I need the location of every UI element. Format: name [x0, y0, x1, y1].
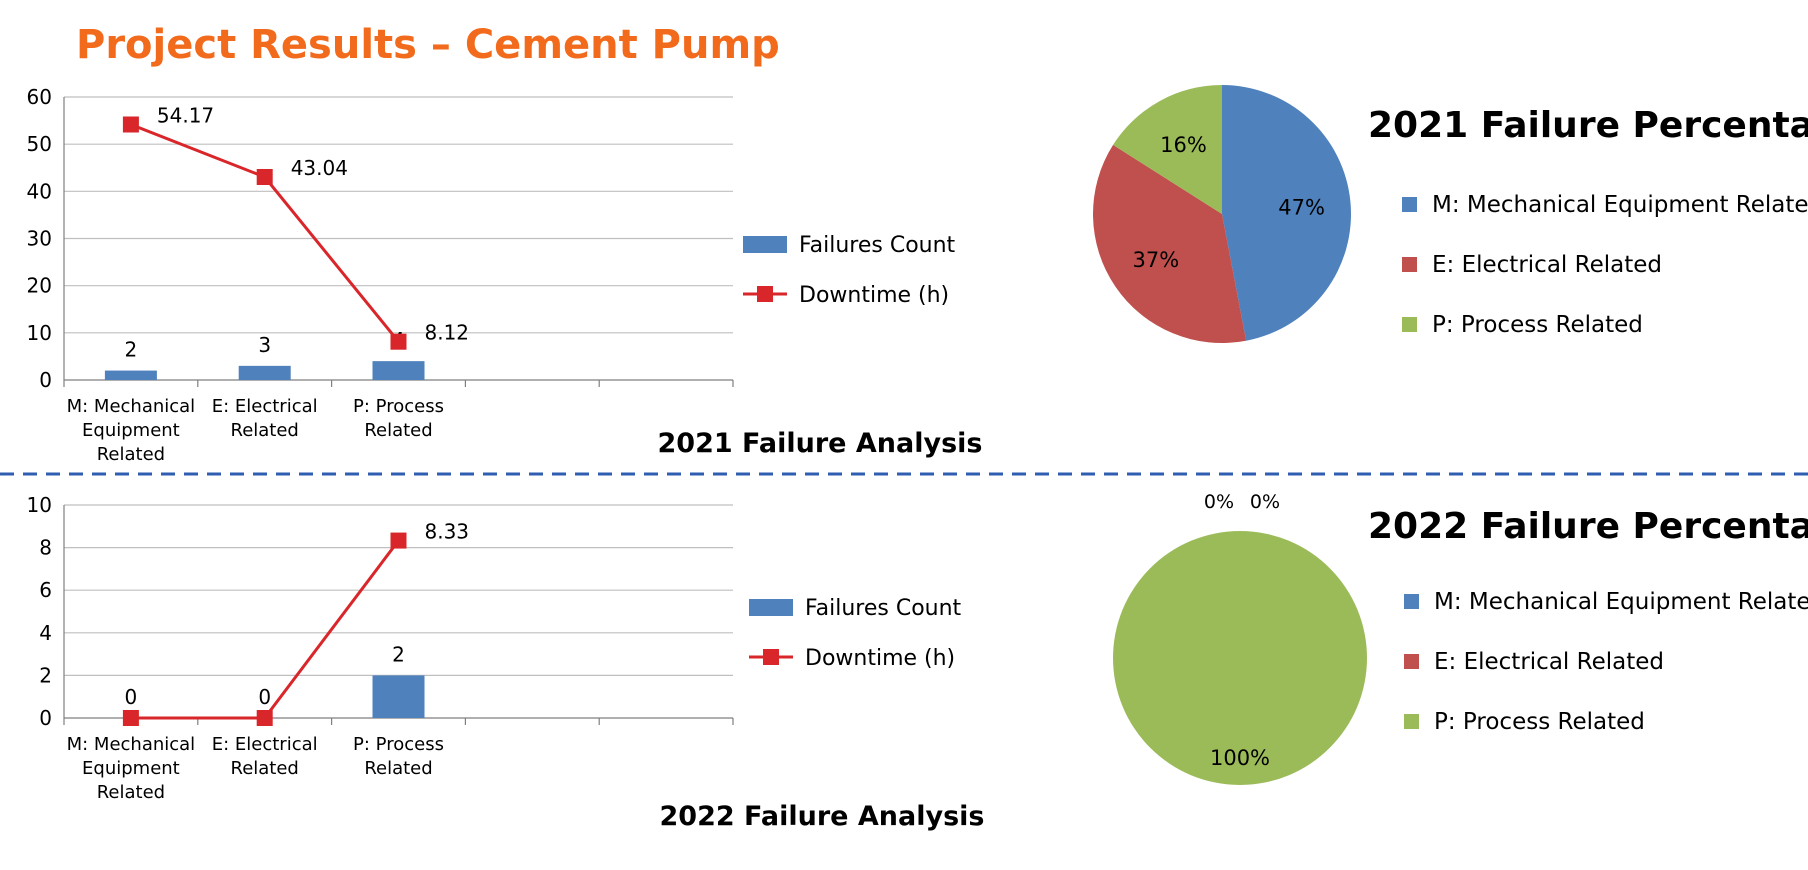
- x-category-label: E: Electrical: [212, 734, 318, 755]
- legend-label: P: Process Related: [1434, 709, 1645, 735]
- x-category-label: E: Electrical: [212, 396, 318, 417]
- y-tick-label: 0: [39, 706, 52, 730]
- legend-swatch: [1404, 654, 1419, 669]
- pie-slice-label: 0%: [1250, 491, 1280, 513]
- bar-data-label: 2: [392, 642, 405, 666]
- legend-label: E: Electrical Related: [1434, 649, 1664, 675]
- legend-label: P: Process Related: [1432, 312, 1643, 338]
- line-data-label: 8.12: [425, 321, 470, 345]
- x-category-label: P: Process: [353, 396, 444, 417]
- failures-count-bar: [104, 370, 157, 380]
- line-data-label: 43.04: [291, 156, 348, 180]
- pie-slice-label: 37%: [1133, 248, 1180, 272]
- legend-swatch-failures: [743, 236, 787, 253]
- legend-label-failures: Failures Count: [805, 596, 962, 621]
- legend-marker-downtime: [763, 649, 779, 665]
- bar-data-label: 0: [258, 685, 271, 709]
- pie-slice-label: 100%: [1210, 746, 1270, 770]
- y-tick-label: 30: [27, 227, 52, 251]
- pie-slice: [1222, 85, 1351, 341]
- pie-title: 2021 Failure Percentage: [1368, 105, 1808, 146]
- y-tick-label: 60: [27, 85, 52, 109]
- downtime-marker: [122, 710, 139, 726]
- x-category-label: Related: [364, 758, 432, 779]
- pie-slice-label: 0%: [1204, 491, 1234, 513]
- pie-slice: [1113, 531, 1367, 785]
- legend-swatch: [1402, 317, 1417, 332]
- failures-count-bar: [372, 675, 425, 718]
- legend-label-downtime: Downtime (h): [805, 646, 955, 671]
- failure-percentage-2022-pie: 100% 0% 0% 2022 Failure Percentage M: Mechan…: [1113, 491, 1808, 785]
- legend-swatch: [1402, 257, 1417, 272]
- legend-swatch: [1404, 714, 1419, 729]
- y-tick-label: 4: [39, 621, 52, 645]
- y-tick-label: 8: [39, 536, 52, 560]
- y-tick-label: 0: [39, 368, 52, 392]
- bar-data-label: 2: [125, 338, 138, 362]
- legend-swatch: [1402, 197, 1417, 212]
- pie-slice-label: 16%: [1160, 133, 1207, 157]
- y-tick-label: 20: [27, 274, 52, 298]
- x-category-label: Related: [97, 782, 165, 803]
- y-tick-label: 2: [39, 663, 52, 687]
- legend-label-downtime: Downtime (h): [799, 283, 949, 308]
- legend-label-failures: Failures Count: [799, 233, 956, 258]
- chart-title: 2022 Failure Analysis: [660, 801, 985, 832]
- y-tick-label: 10: [27, 321, 52, 345]
- bar-data-label: 3: [258, 333, 271, 357]
- y-tick-label: 50: [27, 132, 52, 156]
- x-category-label: Related: [97, 444, 165, 465]
- downtime-line: [130, 123, 400, 343]
- x-category-label: M: Mechanical: [67, 734, 196, 755]
- downtime-marker: [122, 116, 139, 133]
- downtime-marker: [256, 710, 273, 726]
- x-category-label: Related: [231, 420, 299, 441]
- x-category-label: Equipment: [82, 758, 180, 779]
- chart-title: 2021 Failure Analysis: [658, 428, 983, 459]
- line-data-label: 8.33: [425, 520, 470, 544]
- page-title: Project Results – Cement Pump: [76, 22, 780, 68]
- legend-swatch-failures: [749, 599, 793, 616]
- legend-marker-downtime: [757, 286, 773, 302]
- y-tick-label: 10: [27, 493, 52, 517]
- legend-swatch: [1404, 594, 1419, 609]
- downtime-marker: [256, 168, 273, 185]
- pie-slice: [1093, 144, 1247, 344]
- pie-slice-label: 47%: [1278, 195, 1325, 219]
- failure-analysis-2021-chart: 0 10 20 30 40 50 60 M: Mechanical Equipment Relat…: [27, 85, 983, 465]
- failures-count-bar: [238, 365, 291, 380]
- x-category-label: Equipment: [82, 420, 180, 441]
- x-category-label: P: Process: [353, 734, 444, 755]
- failure-percentage-2021-pie: 47% 37% 16% 2021 Failure Percentage M: Mecha…: [1093, 85, 1808, 344]
- bar-data-label: 0: [125, 685, 138, 709]
- y-tick-label: 6: [39, 578, 52, 602]
- line-data-label: 54.17: [157, 103, 214, 127]
- failure-analysis-2022-chart: 0 2 4 6 8 10 M: Mechanical Equipment Related E: E…: [27, 493, 985, 832]
- pie-slice: [1113, 85, 1222, 214]
- downtime-marker: [390, 532, 407, 549]
- x-category-label: Related: [231, 758, 299, 779]
- x-category-label: Related: [364, 420, 432, 441]
- legend-label: E: Electrical Related: [1432, 252, 1662, 278]
- legend-label: M: Mechanical Equipment Related: [1432, 192, 1808, 218]
- pie-title: 2022 Failure Percentage: [1368, 506, 1808, 547]
- y-tick-label: 40: [27, 179, 52, 203]
- legend-label: M: Mechanical Equipment Related: [1434, 589, 1808, 615]
- failures-count-bar: [372, 361, 425, 380]
- x-category-label: M: Mechanical: [67, 396, 196, 417]
- downtime-marker: [390, 333, 407, 350]
